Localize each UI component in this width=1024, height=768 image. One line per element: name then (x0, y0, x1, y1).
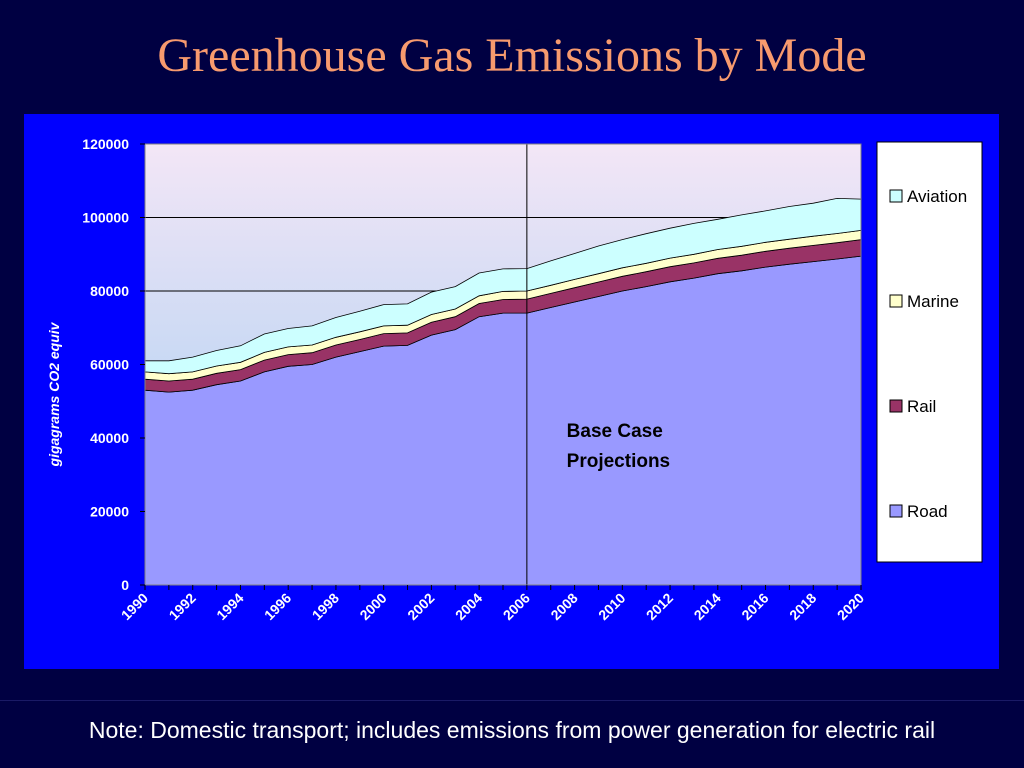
y-tick-label: 120000 (82, 136, 129, 152)
y-axis-ticks: 0 20000 40000 60000 80000 100000 120000 (82, 136, 145, 593)
y-tick-label: 100000 (82, 210, 129, 226)
y-axis-label: gigagrams CO2 equiv (46, 321, 62, 467)
x-tick-label: 2004 (452, 590, 485, 623)
x-tick-label: 2012 (643, 590, 676, 623)
x-tick-label: 2006 (500, 590, 533, 623)
y-tick-label: 0 (121, 577, 129, 593)
x-tick-label: 1998 (309, 590, 342, 623)
footer-divider (0, 700, 1024, 701)
x-tick-label: 2016 (738, 590, 771, 623)
legend-label-rail: Rail (907, 397, 936, 416)
x-tick-label: 1994 (213, 590, 246, 623)
annotation-base-case-projections: Base Case Projections (567, 421, 670, 472)
legend-label-aviation: Aviation (907, 187, 967, 206)
legend: Aviation Marine Rail Road (876, 141, 983, 563)
x-tick-label: 2014 (691, 590, 724, 623)
y-tick-label: 40000 (90, 430, 129, 446)
legend-label-road: Road (907, 502, 948, 521)
legend-label-marine: Marine (907, 292, 959, 311)
x-tick-label: 2020 (834, 590, 867, 623)
y-tick-label: 80000 (90, 283, 129, 299)
x-tick-label: 2008 (547, 590, 580, 623)
x-tick-label: 2018 (786, 590, 819, 623)
x-tick-label: 2000 (356, 590, 389, 623)
x-tick-label: 2010 (595, 590, 628, 623)
x-tick-label: 1996 (261, 590, 294, 623)
y-tick-label: 60000 (90, 357, 129, 373)
footer-note: Note: Domestic transport; includes emiss… (88, 717, 936, 743)
annotation-line: Base Case (567, 421, 663, 442)
y-tick-label: 20000 (90, 504, 129, 520)
legend-swatch-rail (889, 399, 903, 413)
legend-swatch-road (889, 504, 903, 518)
legend-box (876, 141, 983, 563)
annotation-line: Projections (567, 451, 670, 472)
chart-panel: 0 20000 40000 60000 80000 100000 120000 1990 19… (24, 114, 999, 669)
slide-title: Greenhouse Gas Emissions by Mode (157, 29, 867, 82)
x-tick-label: 2002 (404, 590, 437, 623)
x-tick-label: 1992 (166, 590, 199, 623)
legend-swatch-marine (889, 294, 903, 308)
x-tick-label: 1990 (118, 590, 151, 623)
x-axis-ticks: 1990 1992 1994 1996 1998 2000 2002 2004 2006 2008… (118, 585, 867, 623)
legend-swatch-aviation (889, 189, 903, 203)
